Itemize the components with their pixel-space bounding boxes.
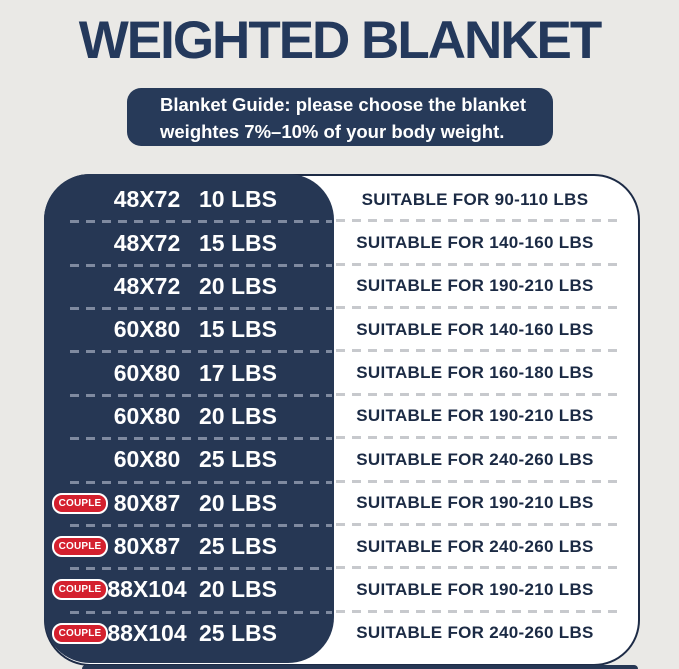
table-row-right: SUITABLE FOR 240-260 LBS (332, 525, 632, 570)
couple-badge: COUPLE (51, 536, 109, 558)
blanket-size: 48X72 (113, 229, 181, 256)
banner-line-2: weightes 7%–10% of your body weight. (160, 121, 505, 142)
couple-badge: COUPLE (51, 492, 109, 514)
next-section-edge (82, 665, 638, 669)
table-row-right: SUITABLE FOR 190-210 LBS (332, 482, 632, 527)
suitable-range: SUITABLE FOR 190-210 LBS (356, 276, 594, 296)
table-row-left: COUPLE 88X104 20 LBS (44, 568, 334, 614)
suitable-range: SUITABLE FOR 240-260 LBS (356, 449, 594, 469)
blanket-size: 60X80 (113, 402, 181, 429)
blanket-weight: 20 LBS (199, 272, 277, 299)
table-row-right: SUITABLE FOR 190-210 LBS (332, 265, 632, 310)
size-weight-panel: 48X72 10 LBS 48X72 15 LBS 48X72 20 LBS 60X80 15… (44, 174, 334, 663)
blanket-size: 88X104 (107, 619, 187, 646)
couple-badge-slot: COUPLE (51, 492, 109, 514)
suitable-range: SUITABLE FOR 140-160 LBS (356, 233, 594, 253)
table-row-left: COUPLE 88X104 25 LBS (44, 612, 334, 655)
suitable-range: SUITABLE FOR 240-260 LBS (356, 536, 594, 556)
table-row-right: SUITABLE FOR 190-210 LBS (332, 568, 632, 613)
suitable-range: SUITABLE FOR 190-210 LBS (356, 579, 594, 599)
blanket-weight: 25 LBS (199, 533, 277, 560)
blanket-weight: 20 LBS (199, 402, 277, 429)
table-row-right: SUITABLE FOR 190-210 LBS (332, 395, 632, 440)
table-row-left: 60X80 20 LBS (44, 395, 334, 441)
blanket-size: 48X72 (113, 186, 181, 213)
table-row-left: COUPLE 80X87 25 LBS (44, 525, 334, 571)
blanket-weight: 17 LBS (199, 359, 277, 386)
banner-line-1: Blanket Guide: please choose the blanket (160, 94, 526, 115)
table-row-left: 48X72 10 LBS (44, 178, 334, 224)
blanket-weight: 20 LBS (199, 489, 277, 516)
table-row-right: SUITABLE FOR 240-260 LBS (332, 612, 632, 655)
couple-badge-slot: COUPLE (51, 579, 109, 601)
blanket-size: 48X72 (113, 272, 181, 299)
blanket-size: 60X80 (113, 446, 181, 473)
suitable-range: SUITABLE FOR 240-260 LBS (356, 623, 594, 643)
table-row-left: 60X80 25 LBS (44, 438, 334, 484)
table-row-right: SUITABLE FOR 140-160 LBS (332, 308, 632, 353)
suitable-weight-panel: SUITABLE FOR 90-110 LBS SUITABLE FOR 140-… (332, 178, 632, 655)
blanket-size: 60X80 (113, 359, 181, 386)
table-row-right: SUITABLE FOR 140-160 LBS (332, 221, 632, 267)
table-row-right: SUITABLE FOR 240-260 LBS (332, 438, 632, 483)
blanket-size: 80X87 (113, 533, 181, 560)
blanket-guide-banner: Blanket Guide: please choose the blanket… (127, 88, 553, 146)
table-row-left: 48X72 15 LBS (44, 221, 334, 268)
suitable-range: SUITABLE FOR 90-110 LBS (361, 189, 589, 209)
table-row-left: 60X80 15 LBS (44, 308, 334, 354)
suitable-range: SUITABLE FOR 160-180 LBS (356, 363, 594, 383)
blanket-weight: 25 LBS (199, 446, 277, 473)
blanket-size: 88X104 (107, 576, 187, 603)
table-row-left: COUPLE 80X87 20 LBS (44, 482, 334, 528)
blanket-weight: 15 LBS (199, 316, 277, 343)
blanket-weight: 25 LBS (199, 619, 277, 646)
couple-badge-slot: COUPLE (51, 536, 109, 558)
blanket-weight: 10 LBS (199, 186, 277, 213)
couple-badge: COUPLE (51, 622, 109, 644)
table-row-left: 48X72 20 LBS (44, 265, 334, 311)
table-row-left: 60X80 17 LBS (44, 351, 334, 398)
blanket-weight: 15 LBS (199, 229, 277, 256)
table-row-right: SUITABLE FOR 90-110 LBS (332, 178, 632, 223)
couple-badge: COUPLE (51, 579, 109, 601)
size-guide-card: 48X72 10 LBS 48X72 15 LBS 48X72 20 LBS 60X80 15… (44, 174, 640, 666)
couple-badge-slot: COUPLE (51, 622, 109, 644)
blanket-size: 60X80 (113, 316, 181, 343)
suitable-range: SUITABLE FOR 140-160 LBS (356, 319, 594, 339)
suitable-range: SUITABLE FOR 190-210 LBS (356, 406, 594, 426)
blanket-weight: 20 LBS (199, 576, 277, 603)
suitable-range: SUITABLE FOR 190-210 LBS (356, 493, 594, 513)
table-row-right: SUITABLE FOR 160-180 LBS (332, 351, 632, 397)
page-title: WEIGHTED BLANKET (78, 11, 603, 70)
blanket-size: 80X87 (113, 489, 181, 516)
